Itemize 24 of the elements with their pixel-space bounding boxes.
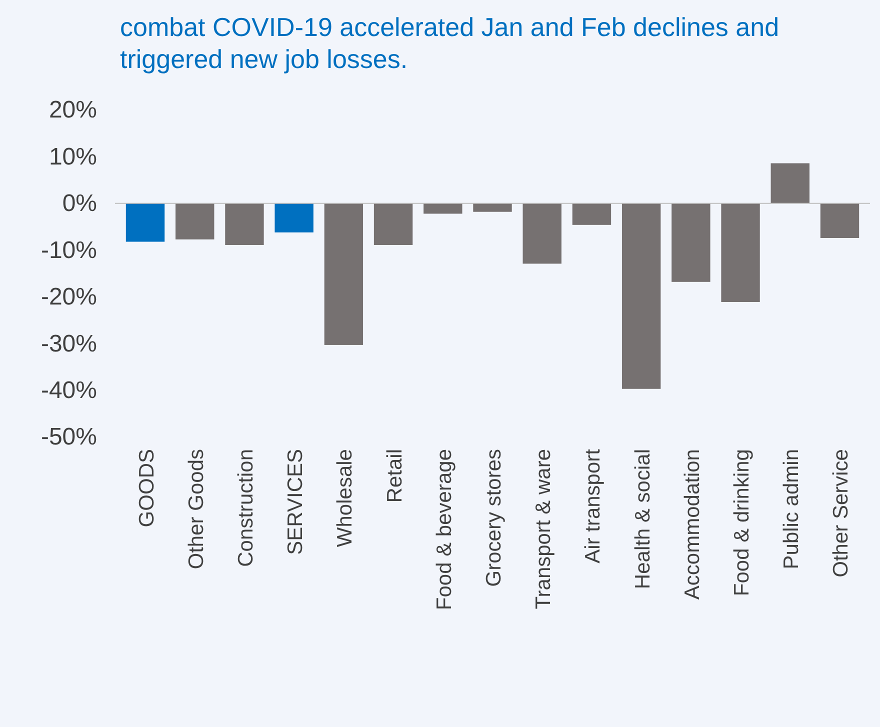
x-tick-label: Food & drinking	[730, 449, 754, 596]
x-tick-label: Transport & ware	[532, 449, 556, 610]
y-tick-label: 0%	[62, 190, 97, 218]
x-tick-label: Grocery stores	[482, 449, 506, 587]
x-tick-label: Wholesale	[334, 449, 357, 548]
x-tick-label: Air transport	[582, 448, 605, 564]
x-tick-label: Retail	[383, 449, 406, 503]
x-tick-label: Public admin	[780, 449, 804, 570]
y-tick-label: -10%	[40, 236, 97, 264]
y-tick-label: 10%	[48, 143, 97, 170]
chart-title: combat COVID-19 accelerated Jan and Feb declines and triggered new job losses.	[120, 12, 780, 74]
y-tick-label: -50%	[40, 424, 97, 451]
x-tick-label: GOODS	[135, 449, 158, 528]
y-tick-label: -40%	[40, 376, 97, 404]
x-tick-label: Accommodation	[680, 449, 704, 600]
x-tick-label: Construction	[234, 449, 258, 567]
x-tick-label: Food & beverage	[432, 449, 456, 610]
x-tick-label: Other Service	[830, 449, 853, 578]
x-tick-label: SERVICES	[284, 449, 308, 555]
x-tick-label: Health & social	[631, 449, 654, 590]
y-tick-label: -30%	[40, 330, 97, 358]
y-tick-label: -20%	[40, 284, 97, 311]
x-tick-label: Other Goods	[184, 449, 208, 570]
y-tick-label: 20%	[48, 96, 97, 124]
